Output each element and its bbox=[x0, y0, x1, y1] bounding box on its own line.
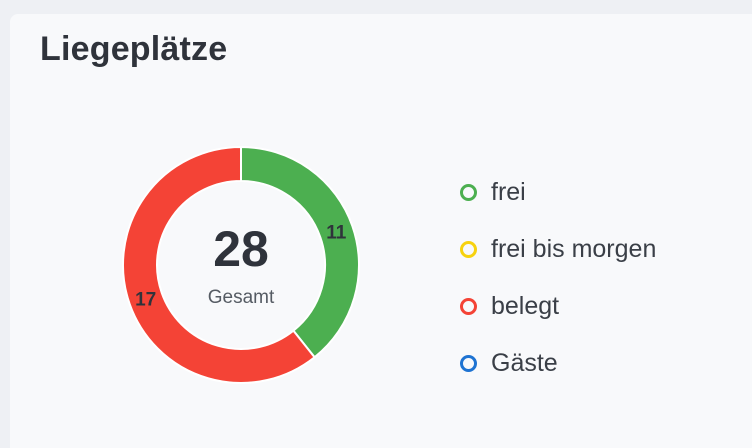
legend-marker-icon bbox=[460, 184, 477, 201]
top-strip bbox=[0, 0, 752, 8]
legend-label: belegt bbox=[491, 292, 560, 320]
chart-legend: frei frei bis morgen belegt Gäste bbox=[460, 164, 656, 392]
card-title: Liegeplätze bbox=[40, 30, 228, 68]
legend-label: frei bis morgen bbox=[491, 235, 657, 263]
legend-item-3[interactable]: Gäste bbox=[460, 335, 656, 392]
donut-center-label: Gesamt bbox=[208, 287, 275, 308]
legend-label: Gäste bbox=[491, 349, 558, 377]
legend-item-1[interactable]: frei bis morgen bbox=[460, 221, 656, 278]
donut-slice-labels: 11 17 bbox=[135, 223, 347, 311]
legend-label: frei bbox=[491, 178, 526, 206]
legend-marker-icon bbox=[460, 241, 477, 258]
legend-marker-icon bbox=[460, 298, 477, 315]
donut-slice-label-2: 17 bbox=[135, 289, 156, 310]
legend-marker-icon bbox=[460, 355, 477, 372]
donut-slice-label-0: 11 bbox=[326, 223, 347, 244]
donut-chart: 11 17 28 Gesamt bbox=[122, 145, 360, 384]
legend-item-0[interactable]: frei bbox=[460, 164, 656, 221]
donut-slices bbox=[122, 145, 360, 384]
donut-slice-2[interactable] bbox=[122, 145, 316, 384]
legend-item-2[interactable]: belegt bbox=[460, 278, 656, 335]
berths-card: Liegeplätze 11 17 28 Gesamt frei frei bis … bbox=[10, 14, 752, 448]
donut-center-value: 28 bbox=[213, 221, 269, 277]
donut-slice-0[interactable] bbox=[240, 145, 360, 359]
